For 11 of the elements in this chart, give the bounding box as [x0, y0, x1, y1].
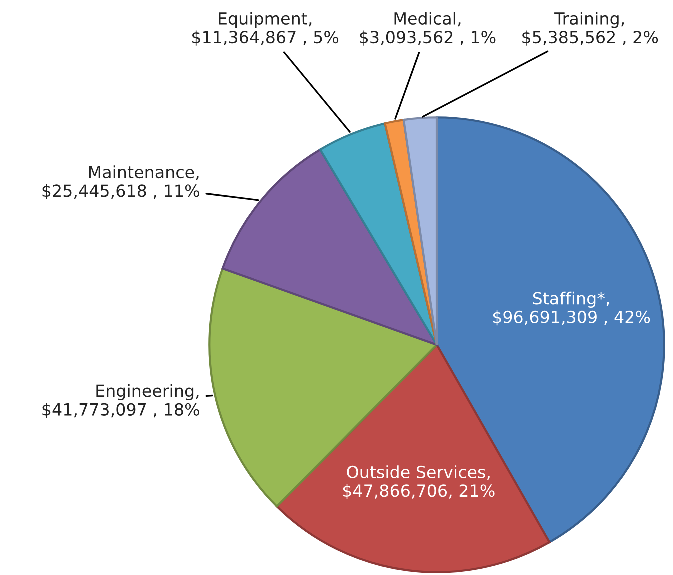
pie-slice [276, 344, 551, 574]
pie-slice [402, 116, 438, 346]
slice-label: Medical, $3,093,562 , 1% [360, 12, 496, 46]
pie-slice [319, 122, 438, 346]
slice-label: Training, $5,385,562 , 2% [522, 12, 658, 46]
slice-label: Engineering, $41,773,097 , 18% [42, 384, 200, 418]
slice-label: Outside Services, $47,866,706, 21% [343, 466, 495, 500]
slice-label: Staffing*, $96,691,309 , 42% [493, 292, 650, 326]
pie-slice [222, 148, 438, 346]
slice-label: Maintenance, $25,445,618 , 11% [42, 166, 200, 200]
slice-label: Equipment, $11,364,867 , 5% [192, 12, 339, 46]
